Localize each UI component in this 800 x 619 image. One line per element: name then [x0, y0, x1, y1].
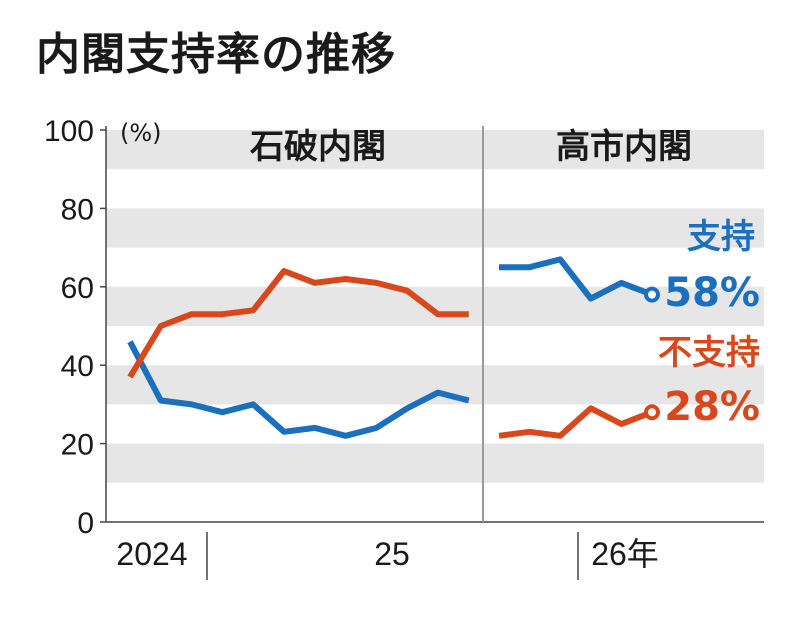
series-endpoint-1: [644, 404, 660, 421]
series-value-oppose: 28%: [664, 384, 760, 430]
chart-title: 内閣支持率の推移: [36, 29, 396, 80]
grid-band-90-100: [106, 130, 764, 170]
series-value-support: 58%: [664, 270, 760, 316]
y-tick-label-20: 20: [61, 429, 94, 462]
grid-band-10-20: [106, 443, 764, 483]
series-label-oppose: 不支持: [658, 333, 760, 373]
grid-band-70-80: [106, 208, 764, 248]
series-line-0-segment-1: [499, 256, 654, 302]
y-tick-label-80: 80: [61, 193, 94, 226]
y-tick-label-60: 60: [61, 272, 94, 305]
x-tick-label-26: 26年: [591, 536, 659, 572]
y-tick-label-0: 0: [77, 507, 94, 540]
y-axis-unit: (%): [120, 119, 162, 147]
series-line-1-segment-0: [127, 268, 469, 379]
period-label-takaichi: 高市内閣: [556, 127, 692, 167]
period-label-ishiba: 石破内閣: [249, 127, 386, 167]
series-line-0-segment-0: [127, 340, 470, 439]
y-tick-label-40: 40: [61, 350, 94, 383]
x-tick-label-25: 25: [374, 536, 410, 572]
y-tick-labels: 0 20 40 60 80 100: [44, 115, 94, 540]
series-line-1-segment-1: [498, 405, 654, 439]
series-endpoint-0: [644, 286, 660, 303]
grid-band-30-40: [106, 365, 764, 405]
series-label-support: 支持: [687, 217, 755, 257]
axes: [100, 126, 764, 580]
y-tick-label-100: 100: [44, 115, 94, 148]
x-tick-label-2024: 2024: [116, 536, 187, 572]
series-lines: [127, 256, 660, 439]
